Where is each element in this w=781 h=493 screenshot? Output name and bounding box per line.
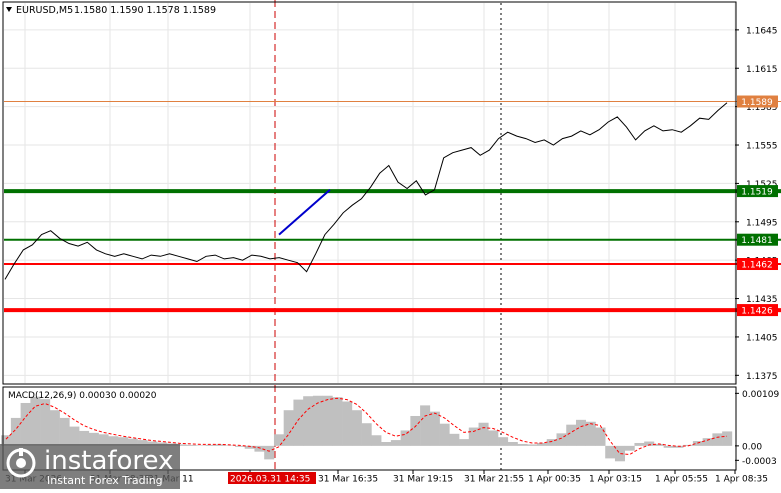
macd-histogram-bar <box>440 424 450 446</box>
macd-histogram-bar <box>342 402 352 446</box>
macd-histogram-bar <box>60 418 70 446</box>
macd-histogram-bar <box>498 437 508 446</box>
macd-histogram-bar <box>615 446 625 461</box>
price-tick-label: 1.1375 <box>746 372 778 382</box>
time-tick-label: 1 Apr 03:15 <box>589 475 642 485</box>
macd-histogram-bar <box>381 442 391 446</box>
price-tick-label: 1.1435 <box>746 295 778 305</box>
macd-histogram-bar <box>21 403 31 446</box>
macd-histogram-bar <box>410 416 420 446</box>
macd-histogram-bar <box>371 435 381 446</box>
price-tick-label: 1.1495 <box>746 218 778 228</box>
price-tick-label: 1.1615 <box>746 65 778 75</box>
macd-histogram-bar <box>293 400 303 446</box>
macd-histogram-bar <box>264 446 274 459</box>
macd-histogram-bar <box>69 427 79 446</box>
macd-histogram-bar <box>722 431 732 445</box>
instaforex-logo-icon <box>6 448 36 478</box>
time-tick-label: 1 Apr 00:35 <box>528 475 581 485</box>
macd-histogram-bar <box>508 442 518 446</box>
price-tick-label: 1.1555 <box>746 142 778 152</box>
time-tick-label: 1 Apr 08:35 <box>715 475 768 485</box>
macd-histogram-bar <box>40 399 50 446</box>
macd-histogram-bar <box>576 420 586 446</box>
macd-histogram-bar <box>712 433 722 446</box>
macd-histogram-bar <box>274 434 284 446</box>
macd-tick-label: 0.00109 <box>742 390 779 400</box>
time-tick-label: 31 Mar 16:35 <box>318 475 378 485</box>
time-tick-label: 31 Mar 19:15 <box>393 475 453 485</box>
macd-histogram-bar <box>586 422 596 446</box>
macd-histogram-bar <box>391 440 401 446</box>
level-tag-text: 1.1462 <box>741 261 773 271</box>
macd-histogram-bar <box>605 446 615 459</box>
macd-label: MACD(12,26,9) 0.00030 0.00020 <box>8 391 157 401</box>
level-tag-text: 1.1426 <box>741 307 773 317</box>
macd-histogram-bar <box>488 430 498 445</box>
macd-histogram-bar <box>566 425 576 446</box>
watermark-name: instaforex <box>44 446 173 476</box>
time-tick-label: 1 Apr 05:55 <box>655 475 708 485</box>
ohlc-values: 1.1580 1.1590 1.1578 1.1589 <box>74 5 216 16</box>
macd-histogram-bar <box>634 443 644 446</box>
macd-histogram-bar <box>479 423 489 446</box>
macd-histogram-bar <box>625 446 635 451</box>
macd-histogram-bar <box>332 397 342 446</box>
macd-histogram-bar <box>303 396 313 446</box>
macd-histogram-bar <box>362 423 372 446</box>
price-tick-label: 1.1405 <box>746 333 778 343</box>
watermark-tagline: Instant Forex Trading <box>47 474 163 487</box>
level-tag-text: 1.1589 <box>741 98 773 108</box>
macd-histogram-bar <box>527 444 537 445</box>
macd-histogram-bar <box>206 445 216 446</box>
macd-histogram-bar <box>459 439 469 446</box>
highlighted-time-label: 2026.03.31 14:35 <box>230 475 310 485</box>
macd-histogram-bar <box>595 428 605 446</box>
symbol-timeframe: EURUSD,M5 <box>16 5 73 16</box>
macd-histogram-bar <box>703 438 713 446</box>
macd-histogram-bar <box>186 445 196 446</box>
macd-histogram-bar <box>323 396 333 446</box>
macd-histogram-bar <box>449 434 459 446</box>
watermark: instaforex Instant Forex Trading <box>0 444 180 489</box>
macd-histogram-bar <box>518 444 528 446</box>
time-tick-label: 31 Mar 21:55 <box>464 475 524 485</box>
macd-histogram-bar <box>30 397 40 446</box>
macd-histogram-bar <box>352 410 362 446</box>
level-tag-text: 1.1519 <box>741 188 773 198</box>
macd-histogram-bar <box>556 433 566 446</box>
macd-histogram-bar <box>420 405 430 445</box>
macd-histogram-bar <box>50 410 60 446</box>
level-tag-text: 1.1481 <box>741 236 773 246</box>
price-tick-label: 1.1645 <box>746 26 778 36</box>
macd-histogram-bar <box>401 430 411 445</box>
macd-histogram-bar <box>430 412 440 446</box>
macd-tick-label: -0.0003 <box>742 457 777 467</box>
macd-histogram-bar <box>664 446 674 448</box>
macd-tick-label: 0.00 <box>742 442 762 452</box>
macd-histogram-bar <box>469 428 479 446</box>
macd-histogram-bar <box>11 418 21 446</box>
